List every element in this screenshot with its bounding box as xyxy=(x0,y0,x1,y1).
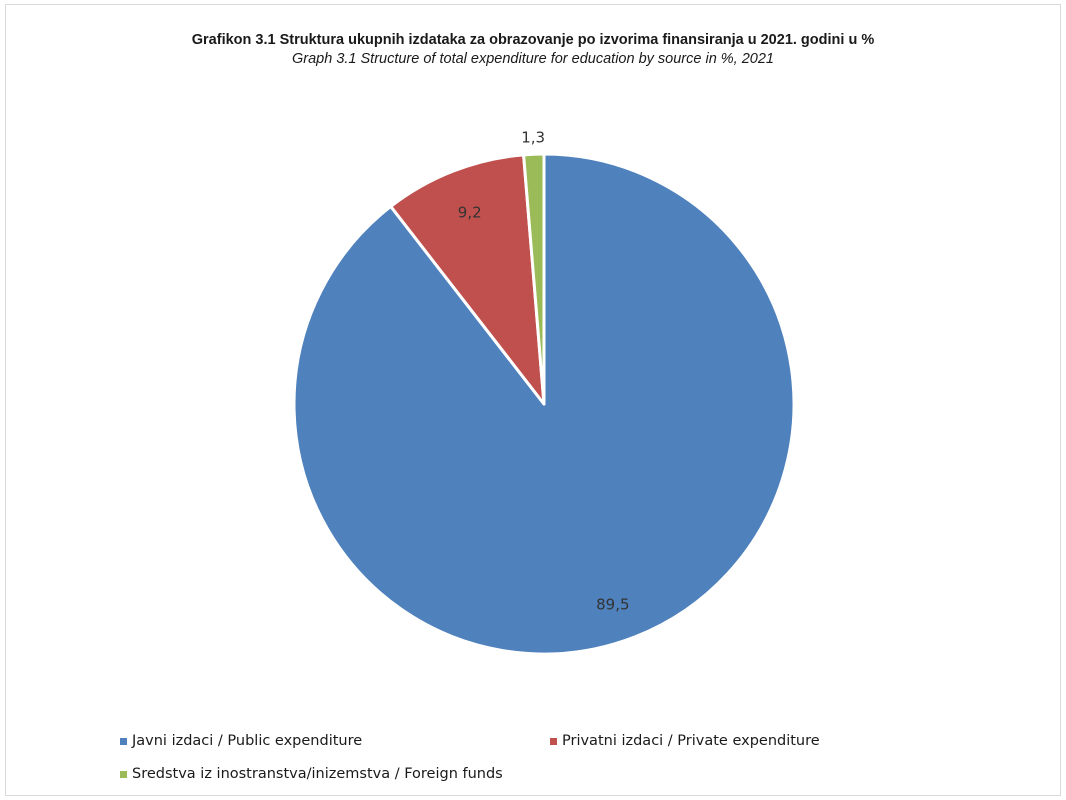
data-label-foreign: 1,3 xyxy=(521,129,545,147)
legend: Javni izdaci / Public expenditure Privat… xyxy=(120,733,1020,793)
legend-swatch-foreign xyxy=(120,770,127,778)
legend-item-public: Javni izdaci / Public expenditure xyxy=(120,733,362,749)
legend-item-foreign: Sredstva iz inostranstva/inizemstva / Fo… xyxy=(120,766,503,782)
legend-label-public: Javni izdaci / Public expenditure xyxy=(132,733,363,749)
chart-subtitle: Graph 3.1 Structure of total expenditure… xyxy=(291,51,774,67)
legend-swatch-public xyxy=(120,737,127,745)
legend-label-foreign: Sredstva iz inostranstva/inizemstva / Fo… xyxy=(132,766,503,782)
pie-slice-private xyxy=(389,153,546,406)
legend-label-private: Privatni izdaci / Private expenditure xyxy=(562,733,820,749)
pie-slice-foreign xyxy=(522,152,546,406)
chart-title: Grafikon 3.1 Struktura ukupnih izdataka … xyxy=(191,32,875,48)
pie-chart: 89,5 9,2 1,3 xyxy=(292,129,796,656)
legend-item-private: Privatni izdaci / Private expenditure xyxy=(550,733,820,749)
legend-swatch-private xyxy=(550,737,557,745)
chart-frame: Grafikon 3.1 Struktura ukupnih izdataka … xyxy=(5,4,1061,796)
data-label-public: 89,5 xyxy=(596,596,629,614)
data-label-private: 9,2 xyxy=(458,203,482,221)
